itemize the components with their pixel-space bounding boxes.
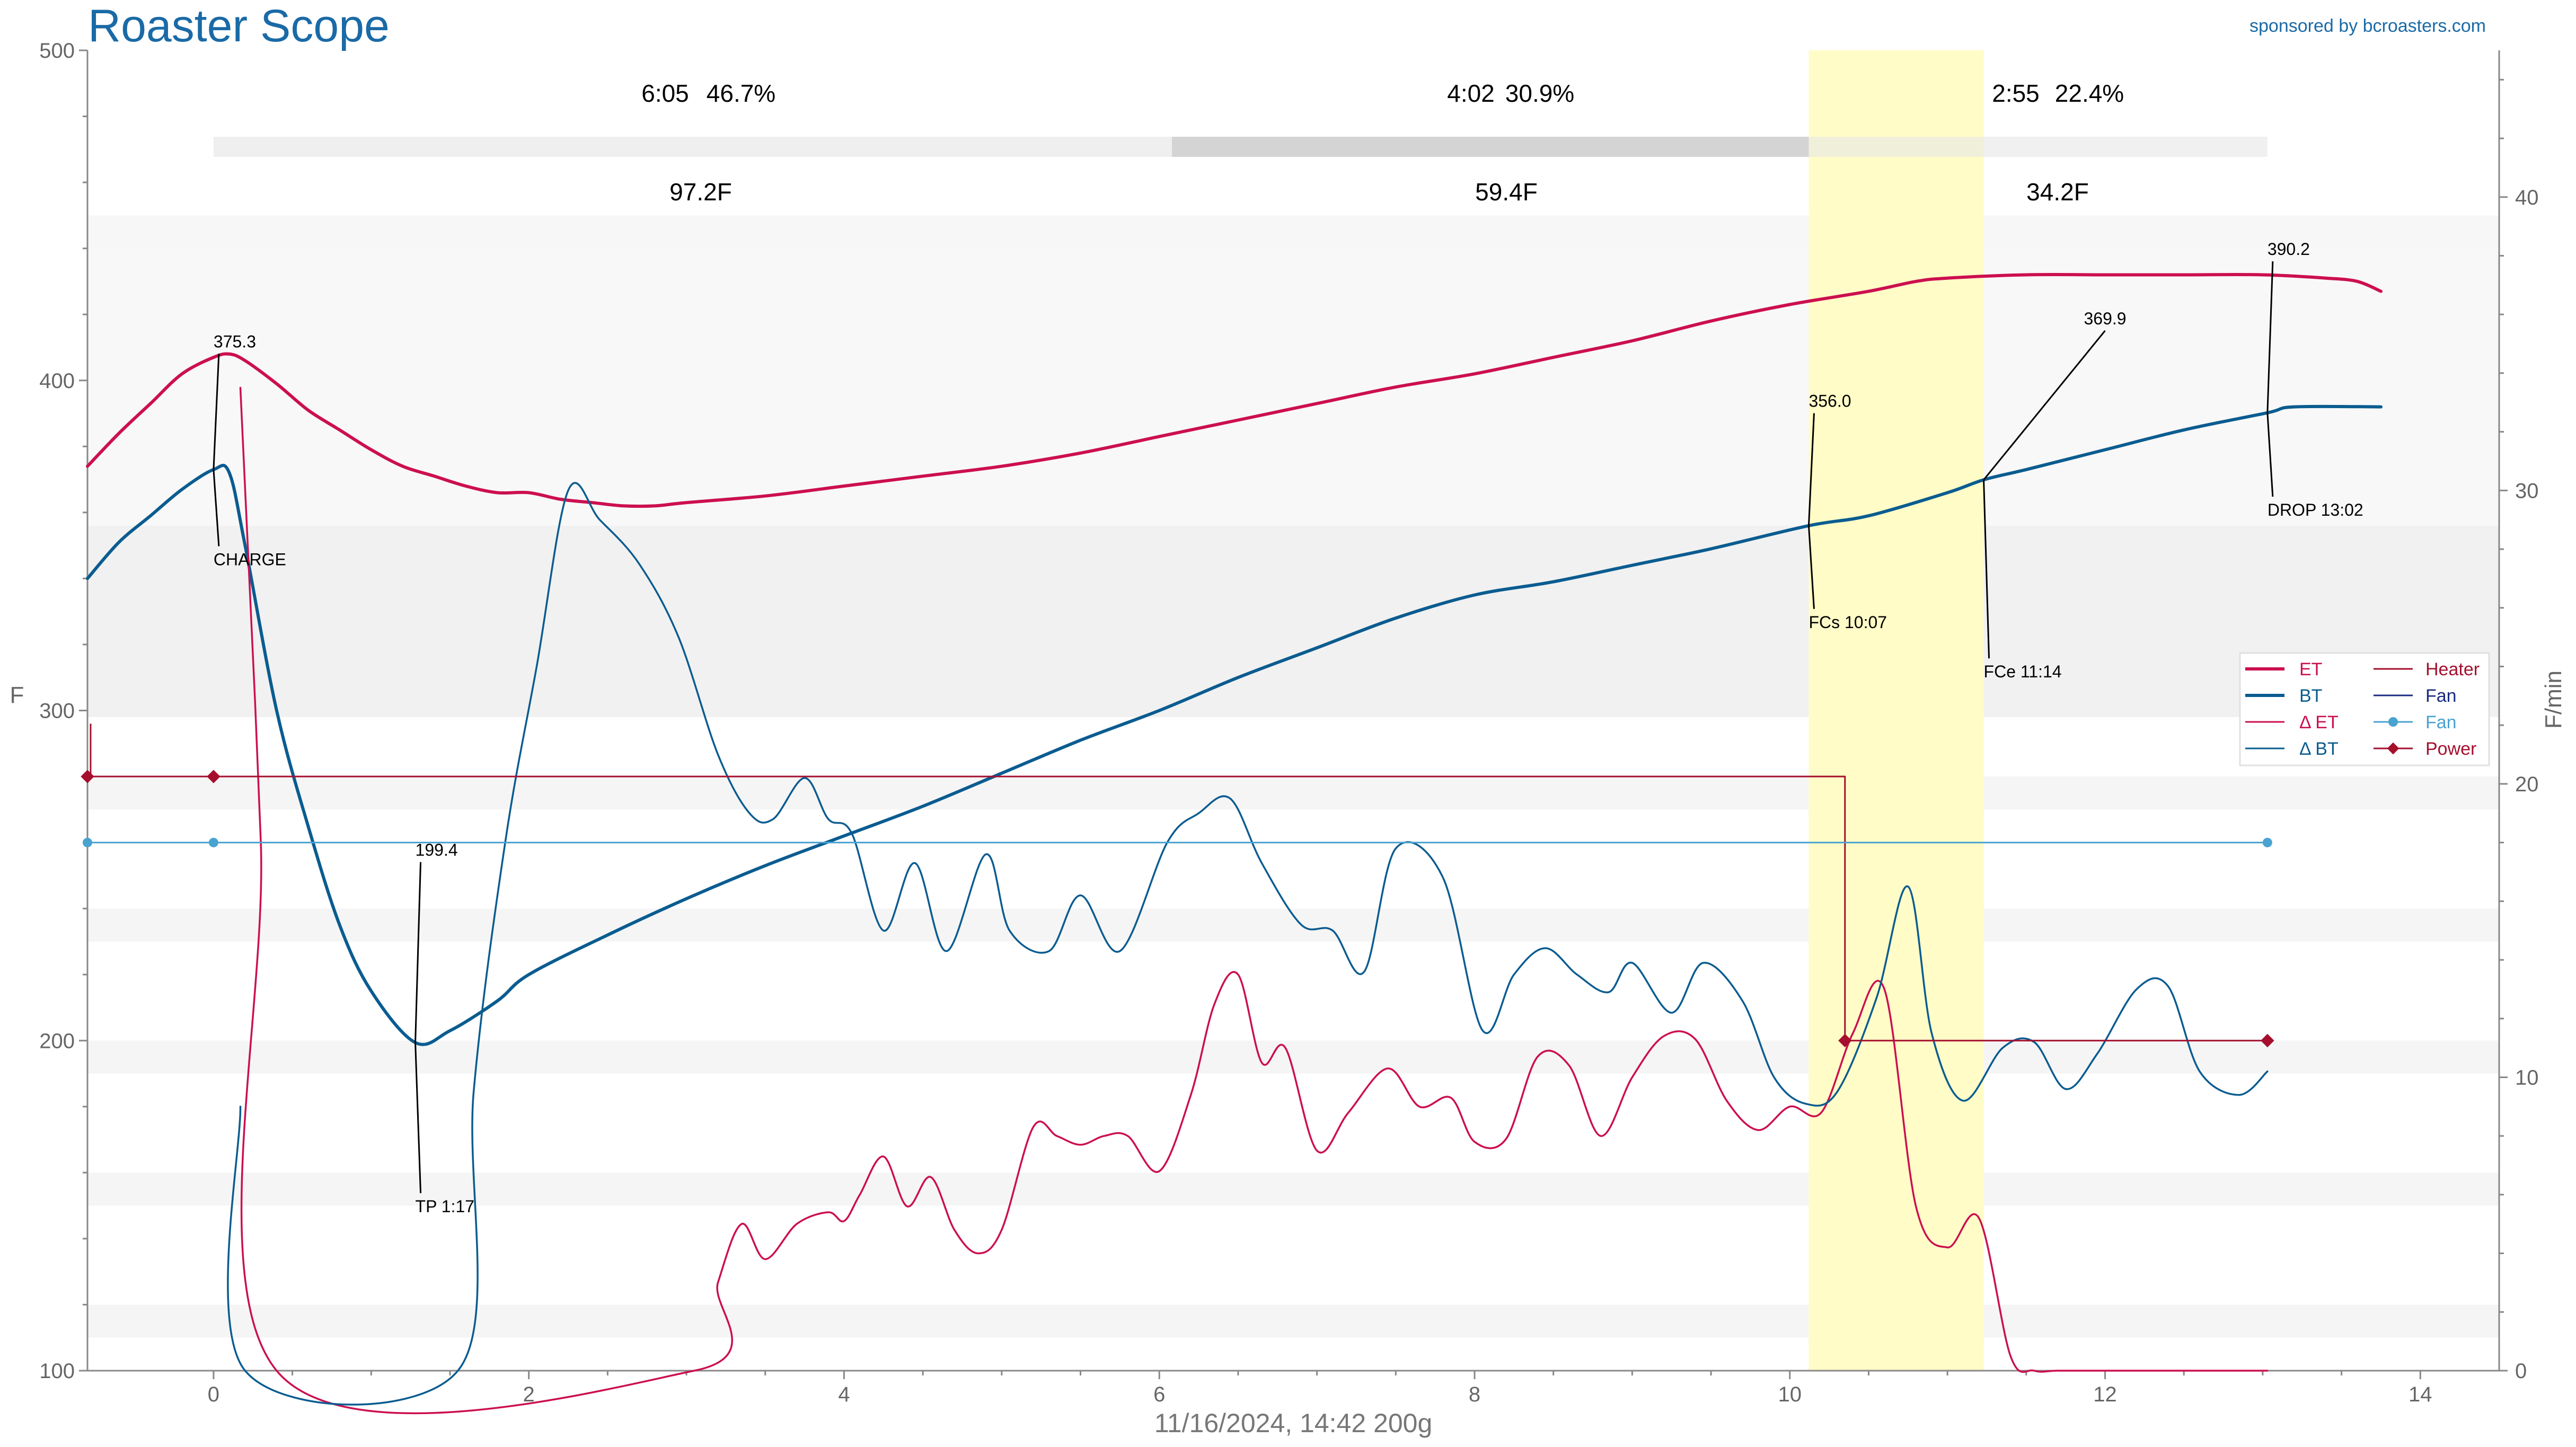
y-tick-label: 200 [39,1029,75,1053]
annotation-leader [414,1042,422,1194]
x-tick-label: 12 [2093,1383,2117,1406]
series-delta-bt [227,482,2269,1406]
background-band [87,248,2499,526]
y2-axis-label: F/min [2540,670,2566,729]
annotation-label: FCs 10:07 [1809,613,1887,632]
y-tick-label: 100 [39,1360,75,1383]
y2-tick-label: 20 [2515,773,2539,796]
x-tick-label: 14 [2409,1383,2432,1406]
background-band [87,777,2499,810]
annotation-label: 375.3 [214,332,256,351]
annotation-leader [1807,525,1815,609]
app-title: Roaster Scope [88,1,390,51]
background-band [87,908,2499,942]
annotation-leader [1807,413,1815,526]
legend-item-delta-et[interactable]: Δ ET [2245,712,2339,733]
background-band [87,1172,2499,1206]
phase-bar-development [1809,137,2268,157]
phase-maillard-delta: 59.4F [1475,178,1538,206]
phase-development-delta: 34.2F [2026,178,2089,206]
phase-maillard-time: 4:02 [1447,80,1495,107]
annotations: 375.3 CHARGE 199.4 TP 1:17 356.0 FCs 10:07 369… [213,240,2363,1216]
legend-label-fan: Fan [2425,712,2457,733]
background-band [87,215,2499,249]
x-tick-label: 2 [523,1383,535,1406]
background-band [87,525,2499,717]
legend-item-fan-event[interactable]: Fan [2374,686,2457,706]
series-group [81,273,2383,1415]
fc-band-rect [1809,50,1984,1371]
power-marker [2261,1034,2274,1047]
y2-tick-label: 10 [2515,1066,2539,1089]
legend-label-delta-et: Δ ET [2299,712,2339,733]
legend-item-fan[interactable]: Fan [2374,712,2457,733]
legend-label-delta-bt: Δ BT [2299,739,2339,759]
annotation-leader [2266,412,2274,497]
annotation-label: 199.4 [416,841,458,860]
phase-bar-maillard [1172,137,1809,157]
legend-label-et: ET [2299,659,2322,680]
y-axis-label: F [10,682,24,708]
power-marker-icon [2387,742,2399,755]
series-heater [86,775,2269,1042]
legend: ET BT Δ ET Δ BT Heater Fan Fan [2239,652,2490,766]
y2-tick-label: 40 [2515,186,2539,209]
x-tick-label: 0 [208,1383,219,1406]
phase-drying-time: 6:05 [641,80,689,107]
x-tick-label: 4 [838,1383,850,1406]
phase-maillard-pct: 30.9% [1505,80,1574,107]
annotation-leader [1983,330,2106,481]
annotation-label: 369.9 [2084,309,2126,328]
x-tick-label: 6 [1153,1383,1165,1406]
y2-tick-label: 30 [2515,479,2539,502]
annotation-label: TP 1:17 [416,1197,474,1216]
legend-item-bt[interactable]: BT [2245,686,2322,706]
fan-marker [208,837,218,848]
y-tick-label: 300 [39,700,75,723]
series-delta-et [239,386,2269,1415]
footer-label: 11/16/2024, 14:42 200g [1154,1408,1433,1438]
annotation-label: 390.2 [2268,240,2310,259]
legend-label-power: Power [2425,739,2476,759]
phase-development-pct: 22.4% [2055,80,2124,107]
annotation-leader [213,354,220,470]
fan-marker [2262,837,2272,848]
legend-item-heater[interactable]: Heater [2374,659,2480,680]
legend-label-bt: BT [2299,686,2322,706]
y-tick-label: 500 [39,39,75,63]
annotation-leader [213,469,220,546]
sponsor-link[interactable]: sponsored by bcroasters.com [2249,16,2486,36]
y2-tick-label: 0 [2515,1360,2527,1383]
annotation-label: 356.0 [1809,392,1851,411]
legend-item-et[interactable]: ET [2245,659,2322,680]
phase-drying-pct: 46.7% [707,80,775,107]
x-tick-label: 8 [1469,1383,1480,1406]
phase-drying-delta: 97.2F [669,178,732,206]
legend-label-fan-event: Fan [2425,686,2457,706]
x-tick-label: 10 [1778,1383,1802,1406]
legend-label-heater: Heater [2425,659,2480,680]
y-tick-label: 400 [39,369,75,393]
legend-item-delta-bt[interactable]: Δ BT [2245,739,2339,759]
phase-bar [213,137,2268,157]
annotation-leader [414,862,422,1043]
fan-marker-icon [2388,717,2398,727]
annotation-leader [2266,261,2274,413]
annotation-leader [1983,480,1990,659]
first-crack-band [1809,50,1984,1371]
phase-bar-drying [213,137,1172,157]
series-et [86,273,2383,508]
annotation-label: FCe 11:14 [1984,662,2062,681]
phase-development-time: 2:55 [1992,80,2040,107]
background-band [87,1304,2499,1338]
annotation-label: DROP 13:02 [2268,500,2363,519]
annotation-label: CHARGE [214,550,286,569]
legend-item-power[interactable]: Power [2374,739,2476,759]
fan-marker [83,837,92,848]
